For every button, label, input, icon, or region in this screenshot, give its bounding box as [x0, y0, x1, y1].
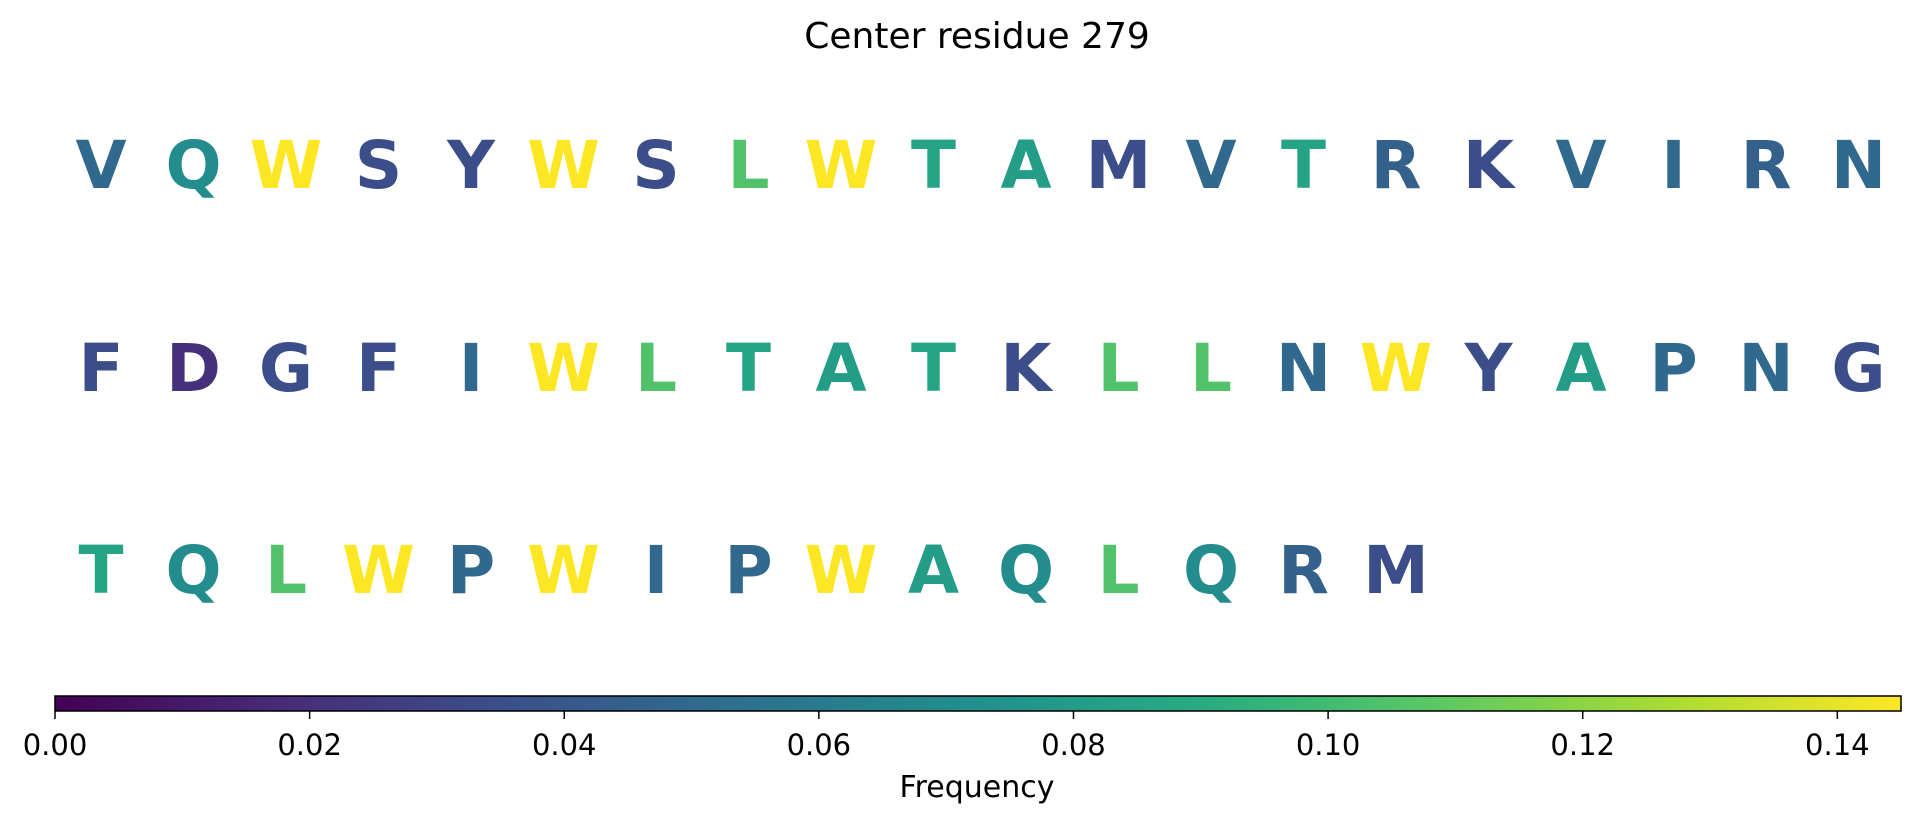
- colorbar-tick-label: 0.10: [1296, 728, 1361, 762]
- residue-letter: V: [1555, 127, 1606, 204]
- residue-letter: W: [527, 532, 600, 609]
- residue-letter: W: [250, 127, 323, 204]
- residue-letter: P: [1649, 330, 1697, 407]
- residue-letter: R: [1278, 532, 1329, 609]
- colorbar-label: Frequency: [900, 770, 1055, 805]
- residue-letter: M: [1363, 532, 1429, 609]
- chart-title: Center residue 279: [804, 16, 1150, 57]
- residue-letter: I: [459, 330, 484, 407]
- colorbar-tick-label: 0.08: [1041, 728, 1106, 762]
- residue-letter: Y: [1464, 330, 1514, 407]
- colorbar-gradient: [54, 695, 1902, 712]
- colorbar-tick-label: 0.04: [532, 728, 597, 762]
- residue-letter: L: [727, 127, 769, 204]
- residue-letter: S: [632, 127, 680, 204]
- residue-letter: N: [1738, 330, 1793, 407]
- residue-letter: S: [355, 127, 403, 204]
- residue-letter: V: [75, 127, 126, 204]
- residue-letter: L: [635, 330, 677, 407]
- residue-letter: T: [911, 330, 956, 407]
- residue-letter: K: [1463, 127, 1517, 204]
- residue-letter: Y: [446, 127, 496, 204]
- residue-letter: Q: [1183, 532, 1239, 609]
- residue-letter: Q: [165, 127, 221, 204]
- residue-letter: A: [908, 532, 959, 609]
- residue-letter: T: [78, 532, 123, 609]
- colorbar-tick-label: 0.06: [787, 728, 852, 762]
- residue-grid: V Q W S Y W S L W T A M V T R K V I R NF D G F I W L T A T K L L N W Y A P N G…: [75, 127, 1886, 609]
- residue-letter: K: [1000, 330, 1054, 407]
- colorbar-tick-label: 0.00: [23, 728, 88, 762]
- residue-letter: G: [259, 330, 313, 407]
- colorbar-tick-label: 0.02: [277, 728, 342, 762]
- residue-letter: T: [726, 330, 771, 407]
- colorbar-tick-label: 0.14: [1805, 728, 1870, 762]
- colorbar-ticks: 0.00 0.02 0.04 0.06 0.08 0.10 0.12 0.14: [23, 711, 1870, 762]
- colorbar: 0.00 0.02 0.04 0.06 0.08 0.10 0.12 0.14 Frequen…: [23, 695, 1902, 805]
- residue-letter: W: [805, 532, 878, 609]
- residue-letter: L: [265, 532, 307, 609]
- residue-letter: P: [447, 532, 495, 609]
- colorbar-tick-label: 0.12: [1550, 728, 1615, 762]
- residue-letter: I: [1661, 127, 1686, 204]
- residue-letter: N: [1276, 330, 1331, 407]
- residue-letter: Q: [998, 532, 1054, 609]
- residue-letter: Q: [165, 532, 221, 609]
- residue-letter: L: [1097, 330, 1139, 407]
- residue-letter: A: [1555, 330, 1606, 407]
- residue-letter: W: [527, 127, 600, 204]
- residue-letter: A: [815, 330, 866, 407]
- residue-letter: I: [644, 532, 669, 609]
- residue-letter: P: [724, 532, 772, 609]
- residue-letter: W: [1360, 330, 1433, 407]
- residue-letter: M: [1086, 127, 1152, 204]
- residue-letter: W: [527, 330, 600, 407]
- residue-letter: L: [1097, 532, 1139, 609]
- residue-letter: F: [356, 330, 401, 407]
- residue-letter: R: [1741, 127, 1792, 204]
- residue-letter: L: [1190, 330, 1232, 407]
- residue-letter: A: [1000, 127, 1051, 204]
- residue-letter: T: [911, 127, 956, 204]
- residue-letter: R: [1371, 127, 1422, 204]
- residue-letter: T: [1281, 127, 1326, 204]
- residue-letter: V: [1185, 127, 1236, 204]
- residue-letter: G: [1831, 330, 1885, 407]
- residue-letter: D: [166, 330, 221, 407]
- residue-letter: W: [805, 127, 878, 204]
- residue-letter: N: [1831, 127, 1886, 204]
- residue-letter: W: [342, 532, 415, 609]
- residue-letter: F: [78, 330, 123, 407]
